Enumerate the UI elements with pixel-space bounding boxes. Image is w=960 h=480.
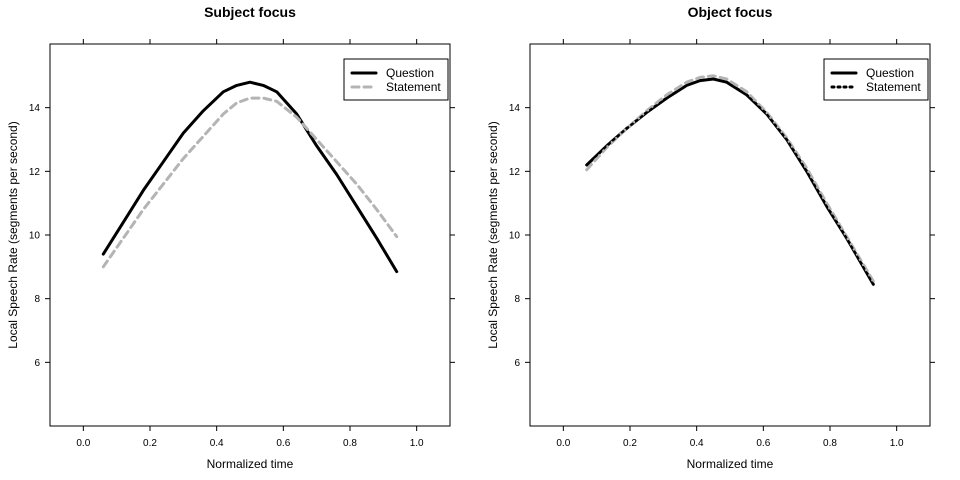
y-tick-label: 10	[509, 231, 521, 242]
y-tick-label: 8	[34, 294, 40, 305]
y-tick-label: 14	[29, 103, 41, 114]
x-tick-label: 0.8	[823, 438, 837, 449]
y-tick-label: 8	[514, 294, 520, 305]
series-line-question-0	[101, 80, 399, 274]
y-tick-label: 10	[29, 231, 41, 242]
x-tick-label: 0.6	[276, 438, 290, 449]
series-line-question-0	[585, 77, 875, 286]
y-tick-label: 6	[514, 358, 520, 369]
plot-frame	[49, 43, 451, 427]
chart-title: Object focus	[688, 4, 773, 20]
series-line-statement-2	[585, 77, 875, 286]
y-tick-label: 12	[509, 167, 521, 178]
x-tick-label: 0.8	[343, 438, 357, 449]
plot-frame	[529, 43, 931, 427]
legend-label-statement: Statement	[866, 80, 921, 94]
x-tick-label: 0.2	[623, 438, 637, 449]
x-tick-label: 1.0	[890, 438, 904, 449]
x-tick-label: 0.2	[143, 438, 157, 449]
legend-label-question: Question	[386, 66, 434, 80]
x-tick-label: 1.0	[410, 438, 424, 449]
legend-box	[343, 58, 449, 101]
x-tick-label: 0.4	[210, 438, 224, 449]
legend-label-statement: Statement	[386, 80, 441, 94]
y-axis-label: Local Speech Rate (segments per second)	[486, 121, 500, 348]
series-line-statement-1	[585, 74, 875, 283]
x-tick-label: 0.4	[690, 438, 704, 449]
x-tick-label: 0.0	[76, 438, 90, 449]
panel-subject-focus: Subject focus 0.0 0.2 0.4 0.6 0.8 1.0 6 8 10 12 14 N…	[6, 4, 455, 471]
panel-object-focus: Object focus 0.0 0.2 0.4 0.6 0.8 1.0 6 8 10 12 14 No…	[486, 4, 935, 471]
x-tick-label: 0.0	[556, 438, 570, 449]
y-axis-label: Local Speech Rate (segments per second)	[6, 121, 20, 348]
y-tick-label: 12	[29, 167, 41, 178]
y-tick-label: 14	[509, 103, 521, 114]
x-axis-label: Normalized time	[207, 457, 294, 471]
x-axis-label: Normalized time	[687, 457, 774, 471]
legend-box	[823, 58, 929, 101]
legend-label-question: Question	[866, 66, 914, 80]
chart-title: Subject focus	[204, 4, 296, 20]
x-tick-label: 0.6	[756, 438, 770, 449]
series-line-statement-1	[101, 96, 399, 269]
y-tick-label: 6	[34, 358, 40, 369]
